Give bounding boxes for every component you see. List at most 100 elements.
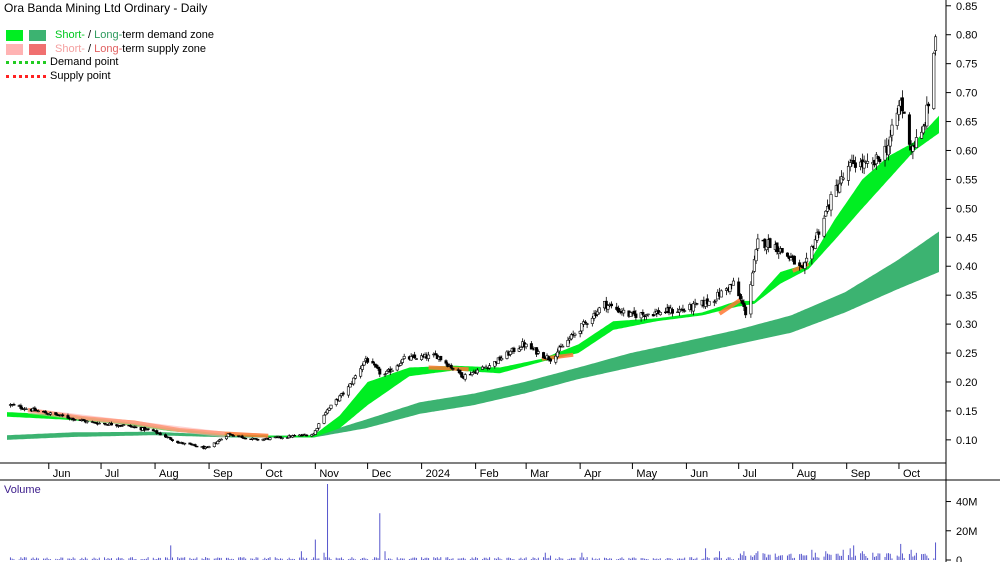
x-tick-label-13: Jul <box>743 468 757 480</box>
candle-body-289 <box>714 299 718 302</box>
x-tick-label-4: Oct <box>265 468 282 480</box>
candle-body-223 <box>554 355 558 363</box>
x-tick-label-9: Mar <box>530 468 549 480</box>
candle-body-189 <box>470 372 474 376</box>
candle-body-129 <box>324 412 328 416</box>
candle-body-227 <box>561 345 565 348</box>
candle-body-373 <box>920 131 924 139</box>
candle-body-148 <box>371 361 375 364</box>
y-tick-label-6: 0.40 <box>956 261 977 273</box>
chart-title: Ora Banda Mining Ltd Ordinary - Daily <box>4 1 208 15</box>
candle-body-242 <box>597 307 601 314</box>
candle-body-342 <box>841 177 845 180</box>
candle-body-38 <box>103 422 107 425</box>
candle-body-347 <box>853 162 857 168</box>
candle-body-360 <box>887 144 891 156</box>
candle-body-62 <box>158 432 162 436</box>
candle-body-326 <box>803 262 807 269</box>
candle-body-341 <box>839 176 843 184</box>
candle-body-260 <box>643 315 647 318</box>
legend-long-demand-swatch <box>29 30 46 42</box>
candle-body-334 <box>824 210 828 217</box>
candle-body-330 <box>813 239 817 249</box>
short-term-supply-zone <box>27 408 225 438</box>
candle-body-161 <box>400 358 404 363</box>
candle-body-303 <box>749 284 753 315</box>
legend-demand-point-text: Demand point <box>50 56 119 68</box>
candle-body-338 <box>834 185 838 197</box>
candle-body-367 <box>902 111 906 114</box>
candle-body-89 <box>226 433 230 437</box>
candle-body-343 <box>846 165 850 181</box>
candle-body-358 <box>883 145 887 161</box>
candle-body-340 <box>838 183 842 193</box>
candle-body-174 <box>434 353 438 356</box>
candle-body-46 <box>120 425 124 427</box>
candle-body-280 <box>691 303 695 312</box>
candle-body-258 <box>639 312 643 319</box>
candle-body-364 <box>897 105 901 115</box>
candle-body-37 <box>97 422 101 425</box>
candle-body-137 <box>341 392 345 395</box>
y-tick-label-11: 0.65 <box>956 117 977 129</box>
candle-body-101 <box>254 438 258 440</box>
candle-body-159 <box>397 365 401 367</box>
legend-demand-point-line <box>6 61 46 65</box>
candle-body-130 <box>326 409 330 414</box>
candle-body-224 <box>555 351 559 358</box>
candle-body-254 <box>629 312 633 317</box>
candle-body-212 <box>524 343 528 348</box>
candle-body-63 <box>164 434 168 438</box>
candle-body-361 <box>888 136 892 147</box>
candle-body-157 <box>390 369 394 372</box>
candle-body-205 <box>508 350 512 355</box>
candle-body-217 <box>536 351 540 354</box>
candle-body-136 <box>339 393 343 397</box>
candle-body-378 <box>932 52 936 109</box>
candle-body-221 <box>547 356 551 360</box>
candle-body-153 <box>383 373 387 376</box>
candle-body-168 <box>420 355 424 360</box>
long-term-demand-zone <box>7 231 939 440</box>
y-tick-label-10: 0.60 <box>956 145 977 157</box>
candle-body-372 <box>914 137 918 148</box>
candle-body-58 <box>151 429 155 432</box>
candle-body-352 <box>866 161 870 164</box>
legend-supply-long-text: Long- <box>94 42 123 55</box>
candle-body-142 <box>353 375 357 379</box>
date-x-axis: Jun Jul Aug Sep Oct Nov Dec 2024 Feb Mar Apr May Jun… <box>48 463 920 480</box>
candle-body-167 <box>414 358 418 360</box>
candle-body-222 <box>549 358 553 362</box>
y-tick-label-4: 0.30 <box>956 319 977 331</box>
candle-body-249 <box>616 307 620 313</box>
x-tick-label-16: Oct <box>903 468 920 480</box>
y-tick-label-12: 0.70 <box>956 88 977 100</box>
candle-body-355 <box>874 154 878 165</box>
supply-trend-segment-3 <box>718 298 742 316</box>
legend-demand-sep: / <box>84 29 95 41</box>
candle-body-86 <box>218 439 222 442</box>
candle-body-97 <box>244 437 248 440</box>
candle-body-298 <box>737 281 741 297</box>
candle-body-216 <box>535 347 539 355</box>
candle-body-7 <box>24 408 28 410</box>
candle-body-307 <box>756 238 760 249</box>
chart-legend: Short- / Long-term demand zone Short- / … <box>6 29 214 83</box>
candle-body-350 <box>862 161 866 169</box>
x-tick-label-8: Feb <box>480 468 499 480</box>
candle-body-77 <box>195 445 199 448</box>
candle-body-252 <box>622 309 626 314</box>
candle-body-102 <box>256 438 260 441</box>
candle-body-295 <box>728 284 732 292</box>
candle-body-228 <box>566 339 570 347</box>
candle-body-154 <box>385 371 389 374</box>
candle-body-42 <box>109 423 113 426</box>
candle-body-14 <box>43 410 47 414</box>
candle-body-132 <box>329 404 333 409</box>
volume-layer <box>9 484 937 560</box>
candle-body-277 <box>683 310 687 312</box>
candle-body-287 <box>707 300 711 306</box>
candle-body-138 <box>346 386 350 396</box>
x-tick-label-14: Aug <box>797 468 817 480</box>
